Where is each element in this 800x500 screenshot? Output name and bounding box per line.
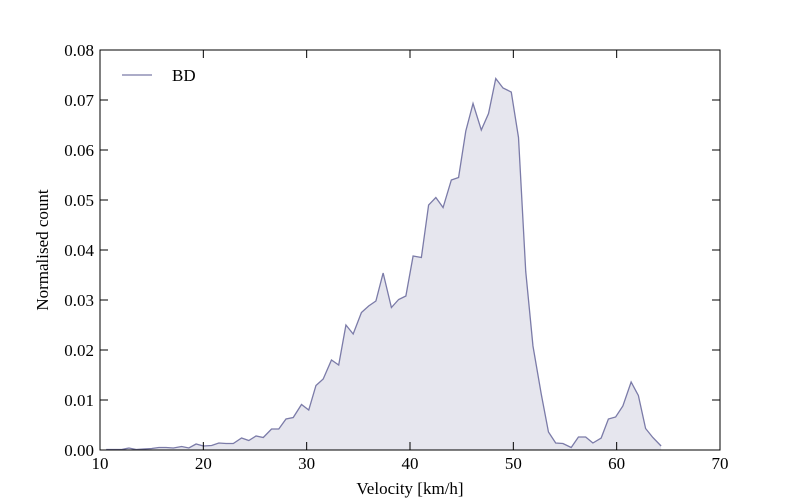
y-tick-label: 0.03 <box>64 291 94 310</box>
y-tick-label: 0.06 <box>64 141 94 160</box>
y-tick-label: 0.00 <box>64 441 94 460</box>
x-tick-label: 50 <box>505 454 522 473</box>
y-tick-label: 0.05 <box>64 191 94 210</box>
y-tick-label: 0.08 <box>64 41 94 60</box>
line <box>106 76 662 451</box>
y-axis-label: Normalised count <box>33 189 52 311</box>
x-tick-label: 40 <box>402 454 419 473</box>
y-tick-label: 0.01 <box>64 391 94 410</box>
y-tick-label: 0.07 <box>64 91 94 110</box>
area-fill <box>106 78 662 450</box>
x-tick-label: 60 <box>608 454 625 473</box>
legend-label: BD <box>172 66 196 85</box>
x-tick-label: 30 <box>298 454 315 473</box>
x-tick-label: 20 <box>195 454 212 473</box>
x-tick-label: 10 <box>92 454 109 473</box>
x-axis-label: Velocity [km/h] <box>356 479 463 498</box>
y-tick-label: 0.04 <box>64 241 94 260</box>
x-tick-label: 70 <box>712 454 729 473</box>
y-tick-label: 0.02 <box>64 341 94 360</box>
